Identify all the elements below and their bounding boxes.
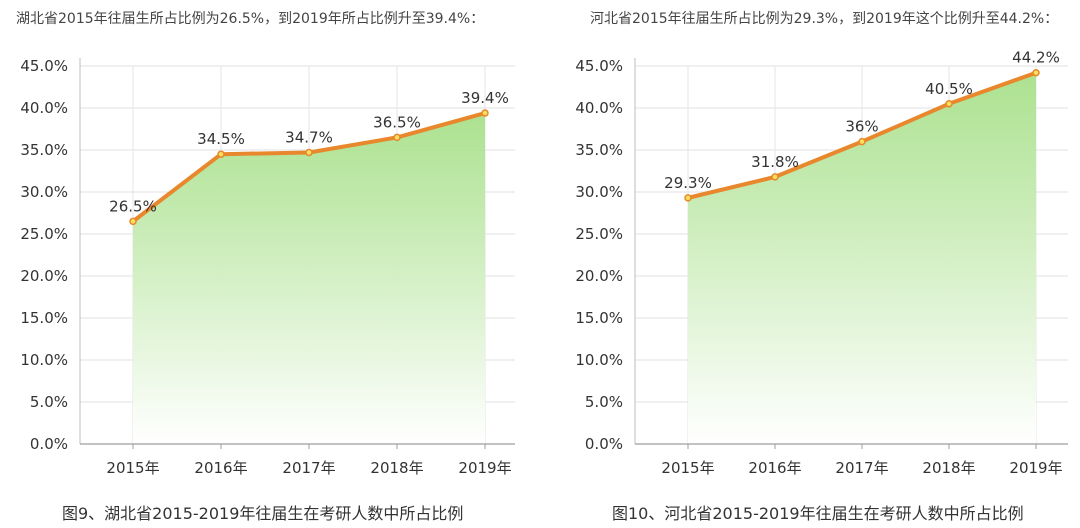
data-label: 31.8% — [751, 153, 799, 171]
y-tick-label: 10.0% — [20, 351, 68, 369]
y-tick-label: 5.0% — [585, 393, 623, 411]
data-label: 29.3% — [664, 174, 712, 192]
chart-panel-hebei: 河北省2015年往届生所占比例为29.3%，到2019年这个比例升至44.2%：… — [540, 0, 1080, 528]
data-point — [217, 150, 225, 158]
y-tick-label: 10.0% — [575, 351, 623, 369]
y-tick-label: 40.0% — [20, 99, 68, 117]
data-label: 44.2% — [1012, 49, 1060, 67]
y-tick-label: 45.0% — [575, 57, 623, 75]
intro-text: 河北省2015年往届生所占比例为29.3%，到2019年这个比例升至44.2%： — [590, 11, 1059, 27]
data-label: 40.5% — [925, 80, 973, 98]
y-tick-label: 30.0% — [575, 183, 623, 201]
y-tick-label: 35.0% — [575, 141, 623, 159]
y-tick-label: 25.0% — [575, 225, 623, 243]
data-label: 34.5% — [197, 130, 245, 148]
data-point — [858, 137, 866, 146]
y-tick-label: 0.0% — [585, 435, 623, 453]
x-tick-label: 2018年 — [922, 459, 975, 477]
y-tick-label: 35.0% — [20, 141, 68, 159]
data-label: 36.5% — [373, 113, 421, 131]
figure-caption: 图10、河北省2015-2019年往届生在考研人数中所占比例 — [612, 504, 1024, 523]
figure-caption: 图9、湖北省2015-2019年往届生在考研人数中所占比例 — [62, 504, 464, 523]
y-tick-label: 45.0% — [20, 57, 68, 75]
x-tick-label: 2019年 — [458, 459, 511, 477]
x-tick-label: 2015年 — [661, 459, 714, 477]
y-tick-label: 15.0% — [575, 309, 623, 327]
x-tick-label: 2017年 — [835, 459, 888, 477]
data-label: 26.5% — [109, 197, 157, 215]
hebei-area-chart: 0.0% 5.0% 10.0% 15.0% 20.0% 25.0% 30.0% 35.0% 40… — [575, 49, 1068, 477]
x-tick-label: 2019年 — [1009, 459, 1062, 477]
data-label: 36% — [845, 118, 878, 136]
data-point — [129, 217, 137, 226]
data-point — [945, 100, 953, 108]
x-tick-label: 2018年 — [370, 459, 423, 477]
data-label: 34.7% — [285, 129, 333, 147]
x-tick-label: 2017年 — [282, 459, 335, 477]
y-tick-label: 20.0% — [20, 267, 68, 285]
y-tick-label: 0.0% — [30, 435, 68, 453]
data-point — [684, 194, 692, 202]
data-point — [481, 109, 489, 117]
area-fill — [133, 113, 485, 444]
y-tick-label: 15.0% — [20, 309, 68, 327]
y-tick-label: 20.0% — [575, 267, 623, 285]
y-tick-label: 25.0% — [20, 225, 68, 243]
x-tick-label: 2015年 — [106, 459, 159, 477]
y-tick-label: 40.0% — [575, 99, 623, 117]
x-tick-label: 2016年 — [748, 459, 801, 477]
intro-text: 湖北省2015年往届生所占比例为26.5%，到2019年所占比例升至39.4%： — [16, 11, 485, 27]
y-tick-label: 5.0% — [30, 393, 68, 411]
x-tick-label: 2016年 — [194, 459, 247, 477]
area-fill — [688, 72, 1036, 444]
data-point — [393, 133, 401, 142]
data-point — [771, 173, 779, 181]
chart-panel-hubei: 湖北省2015年往届生所占比例为26.5%，到2019年所占比例升至39.4%：… — [16, 11, 515, 523]
data-point — [1032, 68, 1040, 77]
data-point — [305, 148, 313, 157]
y-tick-label: 30.0% — [20, 183, 68, 201]
hubei-area-chart: 0.0% 5.0% 10.0% 15.0% 20.0% 25.0% 30.0% 35.0% 40… — [20, 57, 515, 477]
data-label: 39.4% — [461, 89, 509, 107]
